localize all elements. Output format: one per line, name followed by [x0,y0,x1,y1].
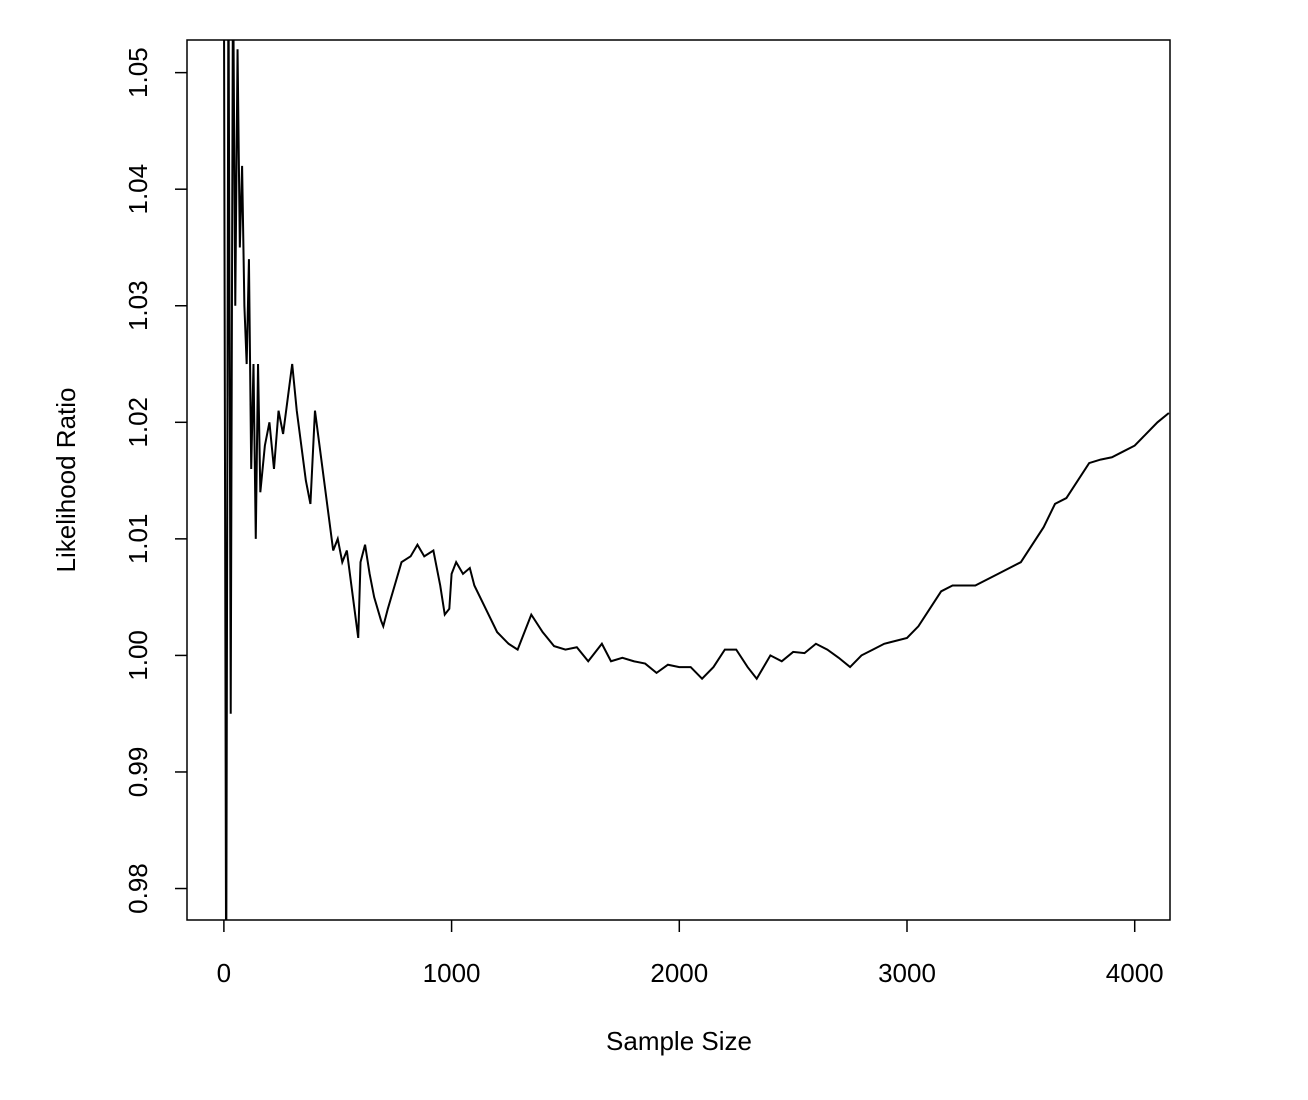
y-tick-label: 1.01 [123,514,153,565]
y-tick-label: 1.03 [123,280,153,331]
x-axis-label: Sample Size [606,1026,752,1056]
x-tick-label: 3000 [878,958,936,988]
y-tick-label: 1.00 [123,630,153,681]
x-tick-label: 4000 [1106,958,1164,988]
x-tick-label: 1000 [423,958,481,988]
y-tick-label: 0.98 [123,863,153,914]
y-tick-label: 1.05 [123,47,153,98]
y-axis-label: Likelihood Ratio [51,387,81,572]
y-tick-label: 0.99 [123,747,153,798]
y-tick-label: 1.04 [123,164,153,215]
plot-frame [186,39,1171,921]
x-tick-label: 2000 [650,958,708,988]
x-tick-label: 0 [217,958,231,988]
y-tick-label: 1.02 [123,397,153,448]
data-line [223,40,1170,920]
